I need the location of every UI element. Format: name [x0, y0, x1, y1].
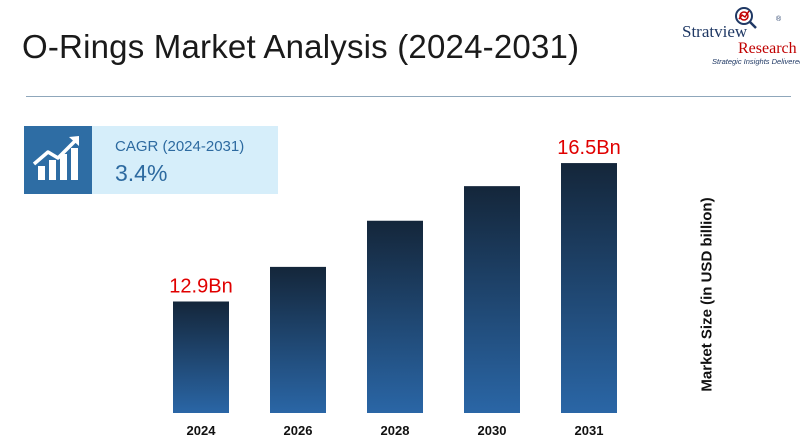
- logo-tagline: Strategic Insights Delivered: [712, 57, 800, 66]
- page-title: O-Rings Market Analysis (2024-2031): [22, 28, 580, 65]
- logo-name-part2: Research: [738, 40, 797, 57]
- cagr-value: 3.4%: [115, 160, 168, 186]
- cagr-label: CAGR (2024-2031): [115, 138, 245, 155]
- cagr-panel: CAGR (2024-2031) 3.4%: [24, 126, 278, 194]
- data-labels: 12.9Bn 16.5Bn: [169, 137, 620, 297]
- bar-2024: [173, 301, 229, 413]
- bar-2031: [561, 163, 617, 413]
- data-label-2031: 16.5Bn: [557, 137, 620, 159]
- magnifier-target-icon: [735, 7, 757, 29]
- data-label-2024: 12.9Bn: [169, 275, 232, 297]
- growth-chart-icon: [24, 126, 92, 194]
- bar-2026: [270, 266, 326, 413]
- logo-registered-mark: ®: [776, 16, 782, 23]
- bar-2030: [464, 186, 520, 413]
- logo-name-part1: Stratview: [682, 22, 748, 41]
- bars-group: [173, 163, 617, 413]
- x-tick-2028: 2028: [381, 423, 410, 438]
- header-divider: [26, 96, 791, 97]
- x-tick-2030: 2030: [478, 423, 507, 438]
- x-tick-labels: 2024 2026 2028 2030 2031: [187, 423, 604, 438]
- company-logo: Stratview ® Research Strategic Insights …: [682, 4, 800, 68]
- x-tick-2024: 2024: [187, 423, 217, 438]
- x-tick-2026: 2026: [284, 423, 313, 438]
- x-tick-2031: 2031: [575, 423, 604, 438]
- y-axis-label: Market Size (in USD billion): [698, 197, 716, 392]
- bar-2028: [367, 220, 423, 413]
